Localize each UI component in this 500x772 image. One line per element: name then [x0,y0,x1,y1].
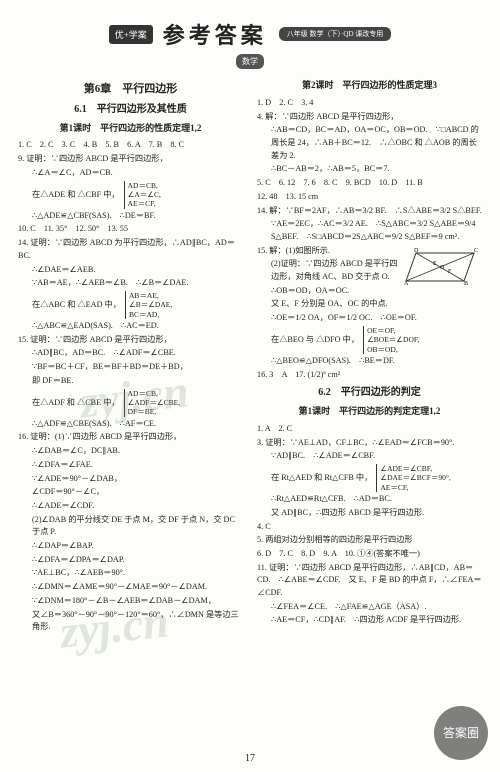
answer-line: ∵BF＝BC＋CF，BE＝BF＋BD＝DE＋BD， [18,361,243,374]
parallelogram-diagram: D C A B E F O [404,247,482,287]
answer-line: ∵∠DNM＝180°－∠B－∠AEB＝∠DAB－∠DAM， [18,595,243,608]
page-header: 优+学案 参考答案 八年级 数学（下）·QD 课改专用 数学 [0,0,500,69]
answer-line: ∴∠DAE＝∠AEB. [18,264,243,277]
svg-text:O: O [440,265,445,271]
answer-line: 14. 证明：∵四边形 ABCD 为平行四边形，∴AD∥BC，AD＝BC. [18,237,243,262]
brace-lead: 在 Rt△AED 和 Rt△CFB 中， [271,473,372,482]
answer-line: 在△ABC 和 △EAD 中， AB＝AE, ∠B＝∠DAE, BC＝AD, [18,291,243,319]
answer-line: ∴AE＝CF，∴CD∥AF. ∴四边形 ACDF 是平行四边形. [257,614,482,627]
svg-text:E: E [433,261,437,267]
answer-line: ∴△BEO≌△DFO(SAS). ∴BE＝DF. [257,355,482,368]
answer-line: 11. 证明：∵四边形 ABCD 是平行四边形，∴AB∥CD，AB＝CD. ∴∠… [257,562,482,600]
answer-line: ∵AE⊥BC，∴∠AEB＝90°. [18,567,243,580]
brace-lead: 在△ABC 和 △EAD 中， [32,300,121,309]
answer-line: ∴AB＝CD，BC＝AD，OA＝OC，OB＝OD. ∵□ABCD 的周长是 24… [257,124,482,162]
brace-group: AD＝CB, ∠ADF＝∠CBE, DF＝BE, [124,389,180,417]
answer-line: ∠CDF＝90°－∠C， [18,486,243,499]
lesson-title: 第1课时 平行四边形的性质定理1,2 [18,122,243,136]
answer-line: D C A B E F O 15. 解：(1)如图所示. [257,245,482,258]
brace-lead: 在△ADE 和 △CBF 中， [32,190,120,199]
answer-line: 4. 解：∵四边形 ABCD 是平行四边形， [257,111,482,124]
answer-line: 5. C 6. 12 7. 6 8. C 9. BCD 10. D 11. B [257,177,482,190]
svg-text:A: A [404,281,409,287]
answer-line: ∴△ABC≌△EAD(SAS). ∴AC＝ED. [18,320,243,333]
answer-line: ∴∠DMN＝∠AME＝90°－∠MAE＝90°－∠DAM. [18,581,243,594]
grade-pill: 八年级 数学（下）·QD 课改专用 [279,27,391,41]
content-columns: 第6章 平行四边形 6.1 平行四边形及其性质 第1课时 平行四边形的性质定理1… [0,69,500,635]
answer-line: 16. 3 A 17. (1/2)ª cm² [257,369,482,382]
lesson-title: 第1课时 平行四边形的判定定理1,2 [257,405,482,419]
answer-line: 3. 证明：∵AE⊥AD，CF⊥BC，∴∠EAD＝∠FCB＝90°. [257,437,482,450]
answer-line: ∴∠FEA＝∠CE. ∴△FAE≌△AGE（ASA）. [257,601,482,614]
answer-line: 6. D 7. C 8. D 9. A 10. ①④(答案不唯一) [257,548,482,561]
answer-line: ∵AD∥BC. ∴∠ADE＝∠CBF. [257,450,482,463]
answer-line: 又 E、F 分别是 OA、OC 的中点. [257,298,482,311]
answer-line: 4. C [257,521,482,534]
answer-line: (2)∠DAB 的平分线交 DE 于点 M，交 DF 于点 N，交 DC 于点 … [18,514,243,539]
answer-line: ∴∠A＝∠C，AD＝CB. [18,167,243,180]
page-title: 参考答案 [163,18,267,50]
answer-line: 14. 解：∵BF＝2AF，∴AB＝3/2 BF. ∴S△ABE＝3/2 S△B… [257,205,482,218]
answer-line: ∵AE＝2EC，∴AC＝3/2 AE. ∴S△ABC＝3/2 S△ABE＝9/4… [257,218,482,243]
answer-line: ∵AB＝AE，∴∠AEB＝∠B. ∴∠B＝∠DAE. [18,277,243,290]
brace-lead: 在△BEO 与 △DFO 中， [271,335,359,344]
answer-line: 5. 两组对边分别相等的四边形是平行四边形 [257,534,482,547]
answer-line: 12. 48 13. 15 cm [257,191,482,204]
answer-line: 1. C 2. C 3. C 4. B 5. B 6. A 7. B 8. C [18,139,243,152]
answer-line: 即 DF＝BE. [18,375,243,388]
svg-text:B: B [464,281,468,287]
brace-group: ∠ADE＝∠CBF, ∠DAE＝∠BCF＝90°, AE＝CF, [376,464,450,492]
answer-line: 15. 证明：∵四边形 ABCD 是平行四边形， [18,334,243,347]
brace-lead: 在△ADF 和 △CBE 中， [32,398,120,407]
left-column: 第6章 平行四边形 6.1 平行四边形及其性质 第1课时 平行四边形的性质定理1… [18,75,243,635]
answer-line: ∴AD∥BC，AD＝BC. ∴∠ADF＝∠CBE. [18,347,243,360]
answer-text: 15. 解：(1)如图所示. [257,246,330,255]
answer-line: ∴∠DFA＝∠DPA＝∠DAP. [18,554,243,567]
brace-group: AD＝CB, ∠A＝∠C, AE＝CF, [124,181,161,209]
answer-line: ∴BC－AB＝2，∴AB＝5，BC＝7. [257,163,482,176]
svg-text:C: C [474,248,478,254]
answer-line: 在△ADF 和 △CBE 中， AD＝CB, ∠ADF＝∠CBE, DF＝BE, [18,389,243,417]
answer-line: 16. 证明：(1)∵四边形 ABCD 是平行四边形， [18,431,243,444]
answer-line: ∴∠DAB＝∠C，DC∥AB. [18,445,243,458]
answer-line: ∴∠ADE＝∠CDF. [18,500,243,513]
chapter-title: 第6章 平行四边形 [18,81,243,98]
right-column: 第2课时 平行四边形的性质定理3 1. D 2. C 3. 4 4. 解：∵四边… [257,75,482,635]
answer-line: ∴OB＝OD，OA＝OC. [257,285,482,298]
answer-line: ∴△ADE≌△CBF(SAS). ∴DE＝BF. [18,210,243,223]
answer-line: 1. D 2. C 3. 4 [257,97,482,110]
answer-line: ∴∠DFA＝∠FAE. [18,459,243,472]
answer-line: 又∠B＝360°－90°－90°－120°＝60°，∴∠DMN 是等边三角形. [18,609,243,634]
answer-line: 10. C 11. 35° 12. 50° 13. 55 [18,223,243,236]
answer-line: 在 Rt△AED 和 Rt△CFB 中， ∠ADE＝∠CBF, ∠DAE＝∠BC… [257,464,482,492]
source-stamp: 答案圈 [434,706,488,760]
answer-line: ∴Rt△AED≌Rt△CFB. ∴AD＝BC. [257,493,482,506]
section-title: 6.1 平行四边形及其性质 [18,102,243,118]
page-number: 17 [0,753,500,764]
answer-line: ∴∠DAP＝∠BAP. [18,540,243,553]
answer-line: 在△ADE 和 △CBF 中， AD＝CB, ∠A＝∠C, AE＝CF, [18,181,243,209]
svg-text:D: D [414,248,419,254]
answer-line: 在△BEO 与 △DFO 中， OE＝OF, ∠BOE＝∠DOF, OB＝OD, [257,326,482,354]
subject-pill: 数学 [236,54,264,69]
section-title: 6.2 平行四边形的判定 [257,385,482,401]
answer-line: ∵∠ADE＝90°－∠DAB， [18,473,243,486]
lesson-title: 第2课时 平行四边形的性质定理3 [257,79,482,93]
answer-line: 又 AD∥BC，∴四边形 ABCD 是平行四边形. [257,507,482,520]
series-badge: 优+学案 [109,25,153,44]
answer-line: 1. A 2. C [257,423,482,436]
answer-line: 9. 证明：∵四边形 ABCD 是平行四边形， [18,153,243,166]
brace-group: AB＝AE, ∠B＝∠DAE, BC＝AD, [125,291,172,319]
brace-group: OE＝OF, ∠BOE＝∠DOF, OB＝OD, [363,326,419,354]
answer-line: ∴OE＝1/2 OA，OF＝1/2 OC. ∴OE＝OF. [257,312,482,325]
answer-line: ∴△ADF≌△CBE(SAS). ∴AF＝CE. [18,418,243,431]
